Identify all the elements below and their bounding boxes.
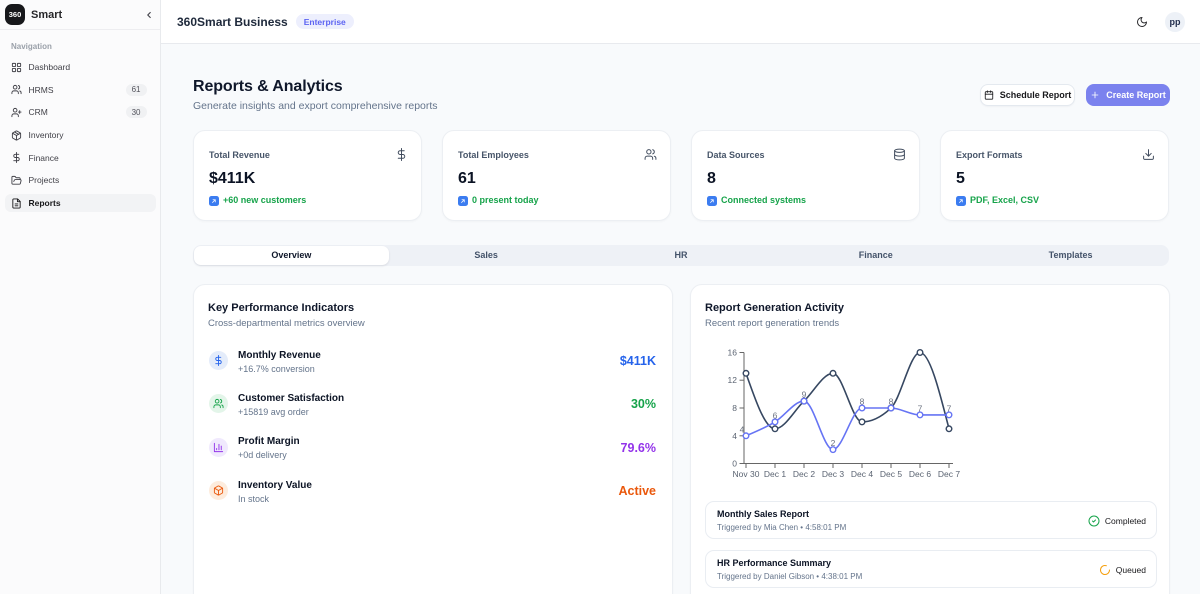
svg-text:8: 8 xyxy=(889,397,894,407)
svg-text:8: 8 xyxy=(860,397,865,407)
svg-text:Nov 30: Nov 30 xyxy=(733,469,760,479)
svg-text:Dec 4: Dec 4 xyxy=(851,469,873,479)
svg-text:4: 4 xyxy=(740,424,745,434)
svg-text:8: 8 xyxy=(732,403,737,413)
svg-text:6: 6 xyxy=(773,410,778,420)
svg-text:7: 7 xyxy=(947,403,952,413)
svg-text:0: 0 xyxy=(732,459,737,469)
svg-text:Dec 5: Dec 5 xyxy=(880,469,902,479)
svg-text:Dec 3: Dec 3 xyxy=(822,469,844,479)
svg-text:12: 12 xyxy=(728,375,738,385)
svg-text:Dec 2: Dec 2 xyxy=(793,469,815,479)
svg-text:Dec 7: Dec 7 xyxy=(938,469,960,479)
svg-text:4: 4 xyxy=(732,431,737,441)
svg-text:16: 16 xyxy=(728,348,738,358)
svg-text:Dec 6: Dec 6 xyxy=(909,469,931,479)
svg-text:9: 9 xyxy=(802,390,807,400)
svg-text:7: 7 xyxy=(918,403,923,413)
svg-text:Dec 1: Dec 1 xyxy=(764,469,786,479)
svg-text:2: 2 xyxy=(831,438,836,448)
